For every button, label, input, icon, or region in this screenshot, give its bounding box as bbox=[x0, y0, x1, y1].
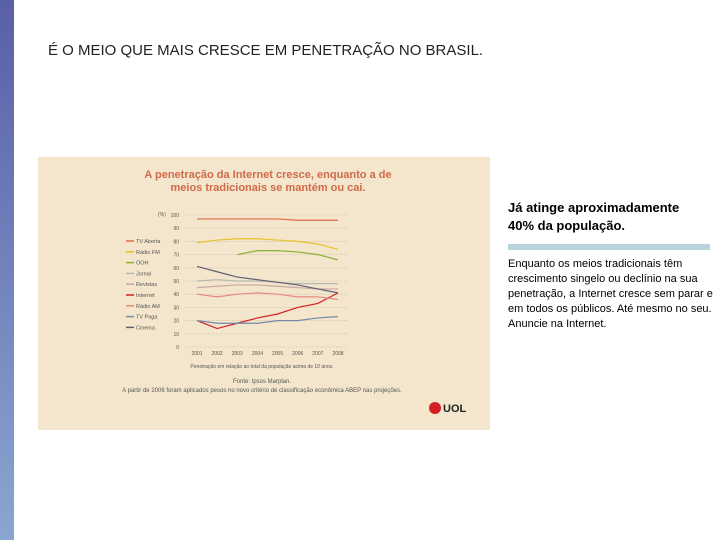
y-tick-label: 30 bbox=[173, 305, 179, 311]
y-tick-label: 40 bbox=[173, 292, 179, 298]
series-line bbox=[196, 292, 339, 330]
x-axis-label: Penetração em relação ao total da popula… bbox=[190, 364, 333, 370]
source: Fonte: Ipsos Marplan. bbox=[233, 379, 291, 385]
y-tick-label: 0 bbox=[176, 345, 179, 351]
series-line bbox=[196, 316, 339, 324]
series-line bbox=[196, 265, 339, 294]
chart-title-box: A penetração da Internet cresce, enquant… bbox=[144, 169, 392, 194]
chart-title: A penetração da Internet cresce, enquant… bbox=[144, 169, 392, 194]
series-line bbox=[196, 238, 339, 250]
legend-label: Rádio FM bbox=[136, 250, 160, 256]
logo: UOL bbox=[443, 403, 467, 415]
chart: A penetração da Internet cresce, enquant… bbox=[38, 157, 490, 430]
y-tick-label: 60 bbox=[173, 266, 179, 272]
divider bbox=[508, 244, 710, 250]
series-line bbox=[237, 250, 339, 261]
x-tick-label: 2006 bbox=[292, 351, 303, 357]
series-line bbox=[197, 218, 338, 221]
y-tick-label: 20 bbox=[173, 319, 179, 325]
y-tick-label: 10 bbox=[173, 332, 179, 338]
x-tick-label: 2001 bbox=[191, 351, 202, 357]
y-tick-label: 70 bbox=[173, 253, 179, 259]
series-line bbox=[196, 292, 339, 301]
x-tick-label: 2008 bbox=[332, 351, 343, 357]
logo-icon bbox=[429, 402, 441, 414]
x-tick-label: 2007 bbox=[312, 351, 323, 357]
y-tick-label: 80 bbox=[173, 239, 179, 245]
legend-label: Revistas bbox=[136, 282, 157, 288]
legend-label: Internet bbox=[136, 293, 155, 299]
legend-label: Rádio AM bbox=[136, 304, 160, 310]
legend-label: TV Aberta bbox=[136, 239, 161, 245]
y-axis-label: (%) bbox=[158, 212, 166, 218]
y-tick-label: 100 bbox=[171, 213, 180, 219]
x-tick-label: 2004 bbox=[252, 351, 263, 357]
y-tick-label: 50 bbox=[173, 279, 179, 285]
x-tick-label: 2002 bbox=[212, 351, 223, 357]
legend-label: TV Paga bbox=[136, 315, 158, 321]
legend-label: OOH bbox=[136, 261, 149, 267]
y-tick-label: 90 bbox=[173, 226, 179, 232]
legend-label: Jornal bbox=[136, 271, 151, 277]
x-tick-label: 2005 bbox=[272, 351, 283, 357]
side-bar bbox=[0, 0, 14, 540]
note: A partir de 2006 foram aplicados pesos n… bbox=[122, 388, 402, 394]
slide-title: É O MEIO QUE MAIS CRESCE EM PENETRAÇÃO N… bbox=[48, 42, 484, 59]
highlight: Já atinge aproximadamente 40% da populaç… bbox=[508, 200, 680, 233]
series-line bbox=[196, 279, 338, 285]
body-text: Enquanto os meios tradicionais têm cresc… bbox=[508, 258, 713, 330]
x-tick-label: 2003 bbox=[232, 351, 243, 357]
legend-label: Cinema bbox=[136, 325, 156, 331]
